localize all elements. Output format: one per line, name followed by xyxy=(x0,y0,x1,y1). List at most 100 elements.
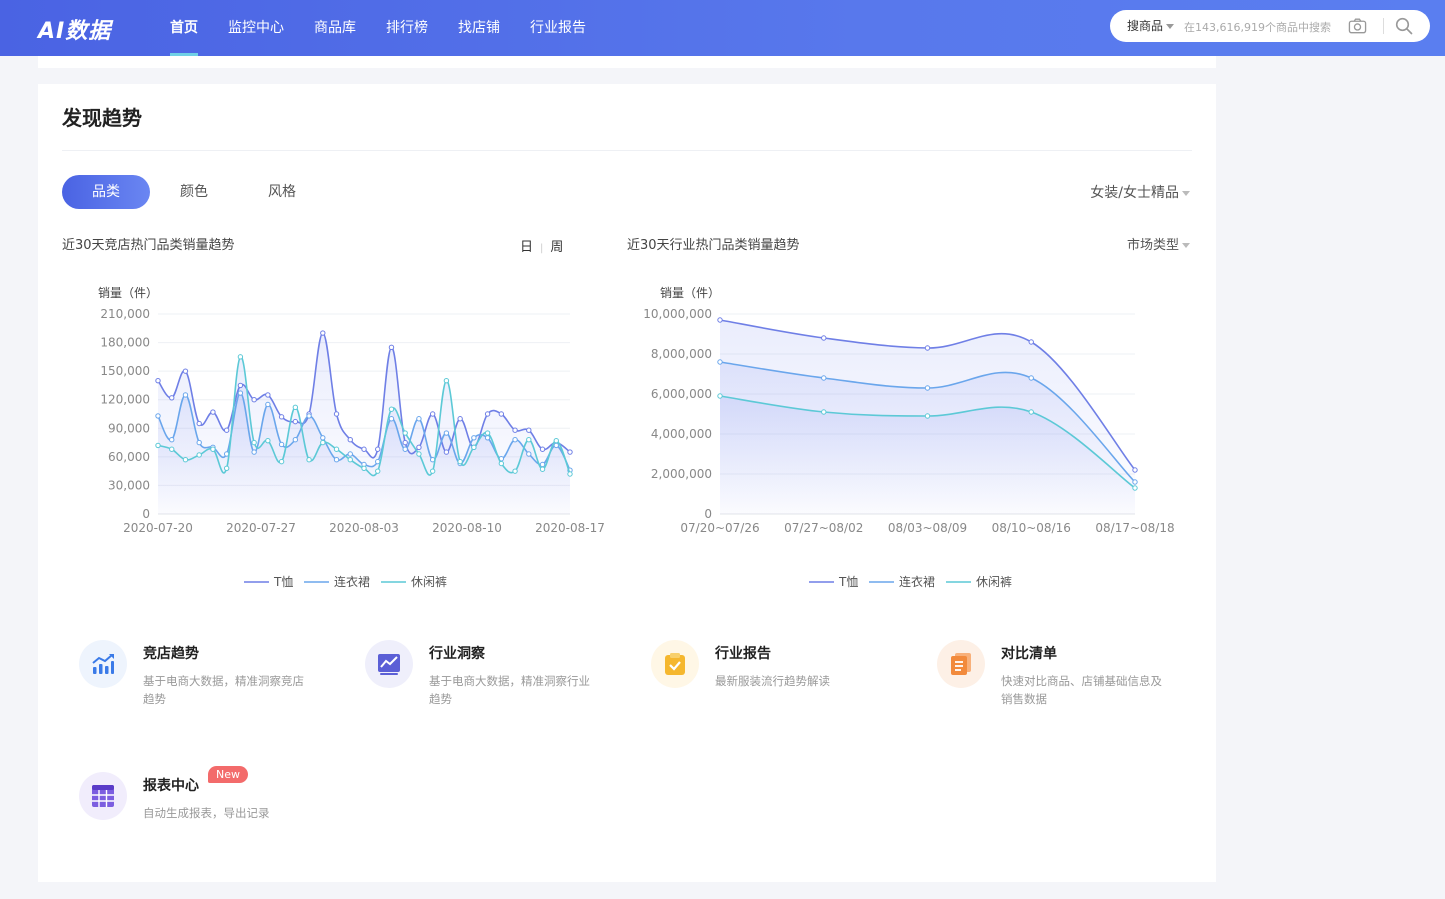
data-point[interactable] xyxy=(278,441,285,448)
data-point[interactable] xyxy=(196,420,202,427)
data-point[interactable] xyxy=(471,444,477,451)
data-point[interactable] xyxy=(182,392,189,398)
data-point[interactable] xyxy=(210,409,216,415)
data-point[interactable] xyxy=(924,413,931,419)
feature-compare-list[interactable]: 对比清单 快速对比商品、店铺基础信息及销售数据 xyxy=(937,640,1197,730)
search-input[interactable] xyxy=(1182,16,1346,38)
period-week-button[interactable]: 周 xyxy=(550,240,564,255)
data-point[interactable] xyxy=(402,439,408,446)
data-point[interactable] xyxy=(237,382,244,389)
feature-industry-reports[interactable]: 行业报告 最新服装流行趋势解读 xyxy=(651,640,911,730)
data-point[interactable] xyxy=(292,418,299,425)
data-point[interactable] xyxy=(155,413,161,419)
data-point[interactable] xyxy=(484,430,491,436)
data-point[interactable] xyxy=(333,446,340,452)
data-point[interactable] xyxy=(924,345,931,351)
data-point[interactable] xyxy=(443,449,450,455)
data-point[interactable] xyxy=(567,449,573,455)
data-point[interactable] xyxy=(223,465,230,471)
data-point[interactable] xyxy=(526,427,532,433)
period-day-button[interactable]: 日 xyxy=(520,240,534,255)
data-point[interactable] xyxy=(416,444,422,451)
data-point[interactable] xyxy=(169,395,175,401)
data-point[interactable] xyxy=(169,437,175,443)
data-point[interactable] xyxy=(567,471,573,477)
data-point[interactable] xyxy=(333,411,340,417)
data-point[interactable] xyxy=(375,468,381,474)
data-point[interactable] xyxy=(237,390,244,396)
data-point[interactable] xyxy=(429,411,436,417)
legend-label[interactable]: 连衣裙 xyxy=(334,574,370,589)
data-point[interactable] xyxy=(265,401,271,408)
data-point[interactable] xyxy=(210,446,216,452)
data-point[interactable] xyxy=(182,368,189,374)
data-point[interactable] xyxy=(539,466,546,472)
camera-icon[interactable] xyxy=(1348,17,1367,35)
data-point[interactable] xyxy=(251,449,257,455)
data-point[interactable] xyxy=(1028,339,1034,345)
data-point[interactable] xyxy=(526,451,532,457)
data-point[interactable] xyxy=(416,451,422,457)
data-point[interactable] xyxy=(526,437,532,443)
nav-monitor-center[interactable]: 监控中心 xyxy=(228,20,284,36)
data-point[interactable] xyxy=(717,393,723,399)
data-point[interactable] xyxy=(717,317,723,323)
data-point[interactable] xyxy=(251,439,257,446)
data-point[interactable] xyxy=(553,442,559,449)
data-point[interactable] xyxy=(388,406,395,412)
data-point[interactable] xyxy=(388,416,395,422)
data-point[interactable] xyxy=(155,377,161,384)
data-point[interactable] xyxy=(306,457,312,463)
data-point[interactable] xyxy=(717,359,723,365)
data-point[interactable] xyxy=(512,468,518,474)
market-type-dropdown[interactable]: 市场类型 xyxy=(1127,234,1190,253)
data-point[interactable] xyxy=(498,460,505,467)
nav-industry-reports[interactable]: 行业报告 xyxy=(530,20,586,36)
data-point[interactable] xyxy=(361,465,367,471)
data-point[interactable] xyxy=(539,446,546,452)
tab-color[interactable]: 颜色 xyxy=(180,184,208,200)
data-point[interactable] xyxy=(278,458,285,465)
data-point[interactable] xyxy=(347,457,353,463)
feature-industry-insights[interactable]: 行业洞察 基于电商大数据，精准洞察行业趋势 xyxy=(365,640,625,730)
legend-label[interactable]: 休闲裤 xyxy=(976,575,1012,589)
data-point[interactable] xyxy=(223,427,230,433)
data-point[interactable] xyxy=(333,457,340,463)
data-point[interactable] xyxy=(1028,375,1034,381)
data-point[interactable] xyxy=(265,437,271,444)
data-point[interactable] xyxy=(361,446,367,452)
data-point[interactable] xyxy=(1132,467,1138,473)
data-point[interactable] xyxy=(169,446,175,452)
data-point[interactable] xyxy=(1132,485,1138,491)
data-point[interactable] xyxy=(821,335,827,341)
data-point[interactable] xyxy=(443,430,450,436)
data-point[interactable] xyxy=(237,354,244,360)
data-point[interactable] xyxy=(457,416,463,422)
data-point[interactable] xyxy=(265,392,271,398)
data-point[interactable] xyxy=(347,437,353,443)
data-point[interactable] xyxy=(388,344,395,351)
nav-home[interactable]: 首页 xyxy=(170,0,198,56)
data-point[interactable] xyxy=(196,452,202,458)
data-point[interactable] xyxy=(429,468,436,474)
data-point[interactable] xyxy=(457,458,463,465)
data-point[interactable] xyxy=(402,430,408,436)
data-point[interactable] xyxy=(484,411,491,417)
data-point[interactable] xyxy=(320,435,326,441)
data-point[interactable] xyxy=(278,414,285,420)
search-icon[interactable] xyxy=(1395,17,1413,35)
legend-label[interactable]: T恤 xyxy=(273,575,293,589)
data-point[interactable] xyxy=(292,404,299,411)
data-point[interactable] xyxy=(155,442,161,449)
data-point[interactable] xyxy=(306,413,312,419)
nav-rankings[interactable]: 排行榜 xyxy=(386,20,428,36)
legend-label[interactable]: 休闲裤 xyxy=(411,575,447,589)
feature-report-center[interactable]: 报表中心 New 自动生成报表，导出记录 xyxy=(79,766,339,862)
data-point[interactable] xyxy=(320,439,326,446)
data-point[interactable] xyxy=(821,375,827,381)
data-point[interactable] xyxy=(416,416,422,422)
data-point[interactable] xyxy=(292,437,299,443)
search-type-dropdown[interactable]: 搜商品 xyxy=(1127,10,1175,42)
tab-style[interactable]: 风格 xyxy=(268,184,296,200)
data-point[interactable] xyxy=(498,411,505,417)
